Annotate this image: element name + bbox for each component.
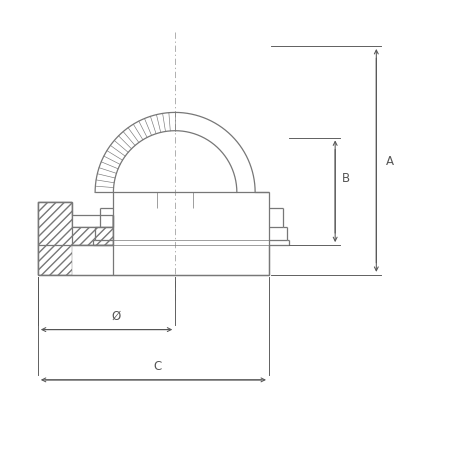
Text: B: B (341, 172, 349, 185)
Text: Ø: Ø (111, 309, 120, 322)
Text: C: C (153, 359, 162, 372)
Text: A: A (385, 155, 392, 168)
